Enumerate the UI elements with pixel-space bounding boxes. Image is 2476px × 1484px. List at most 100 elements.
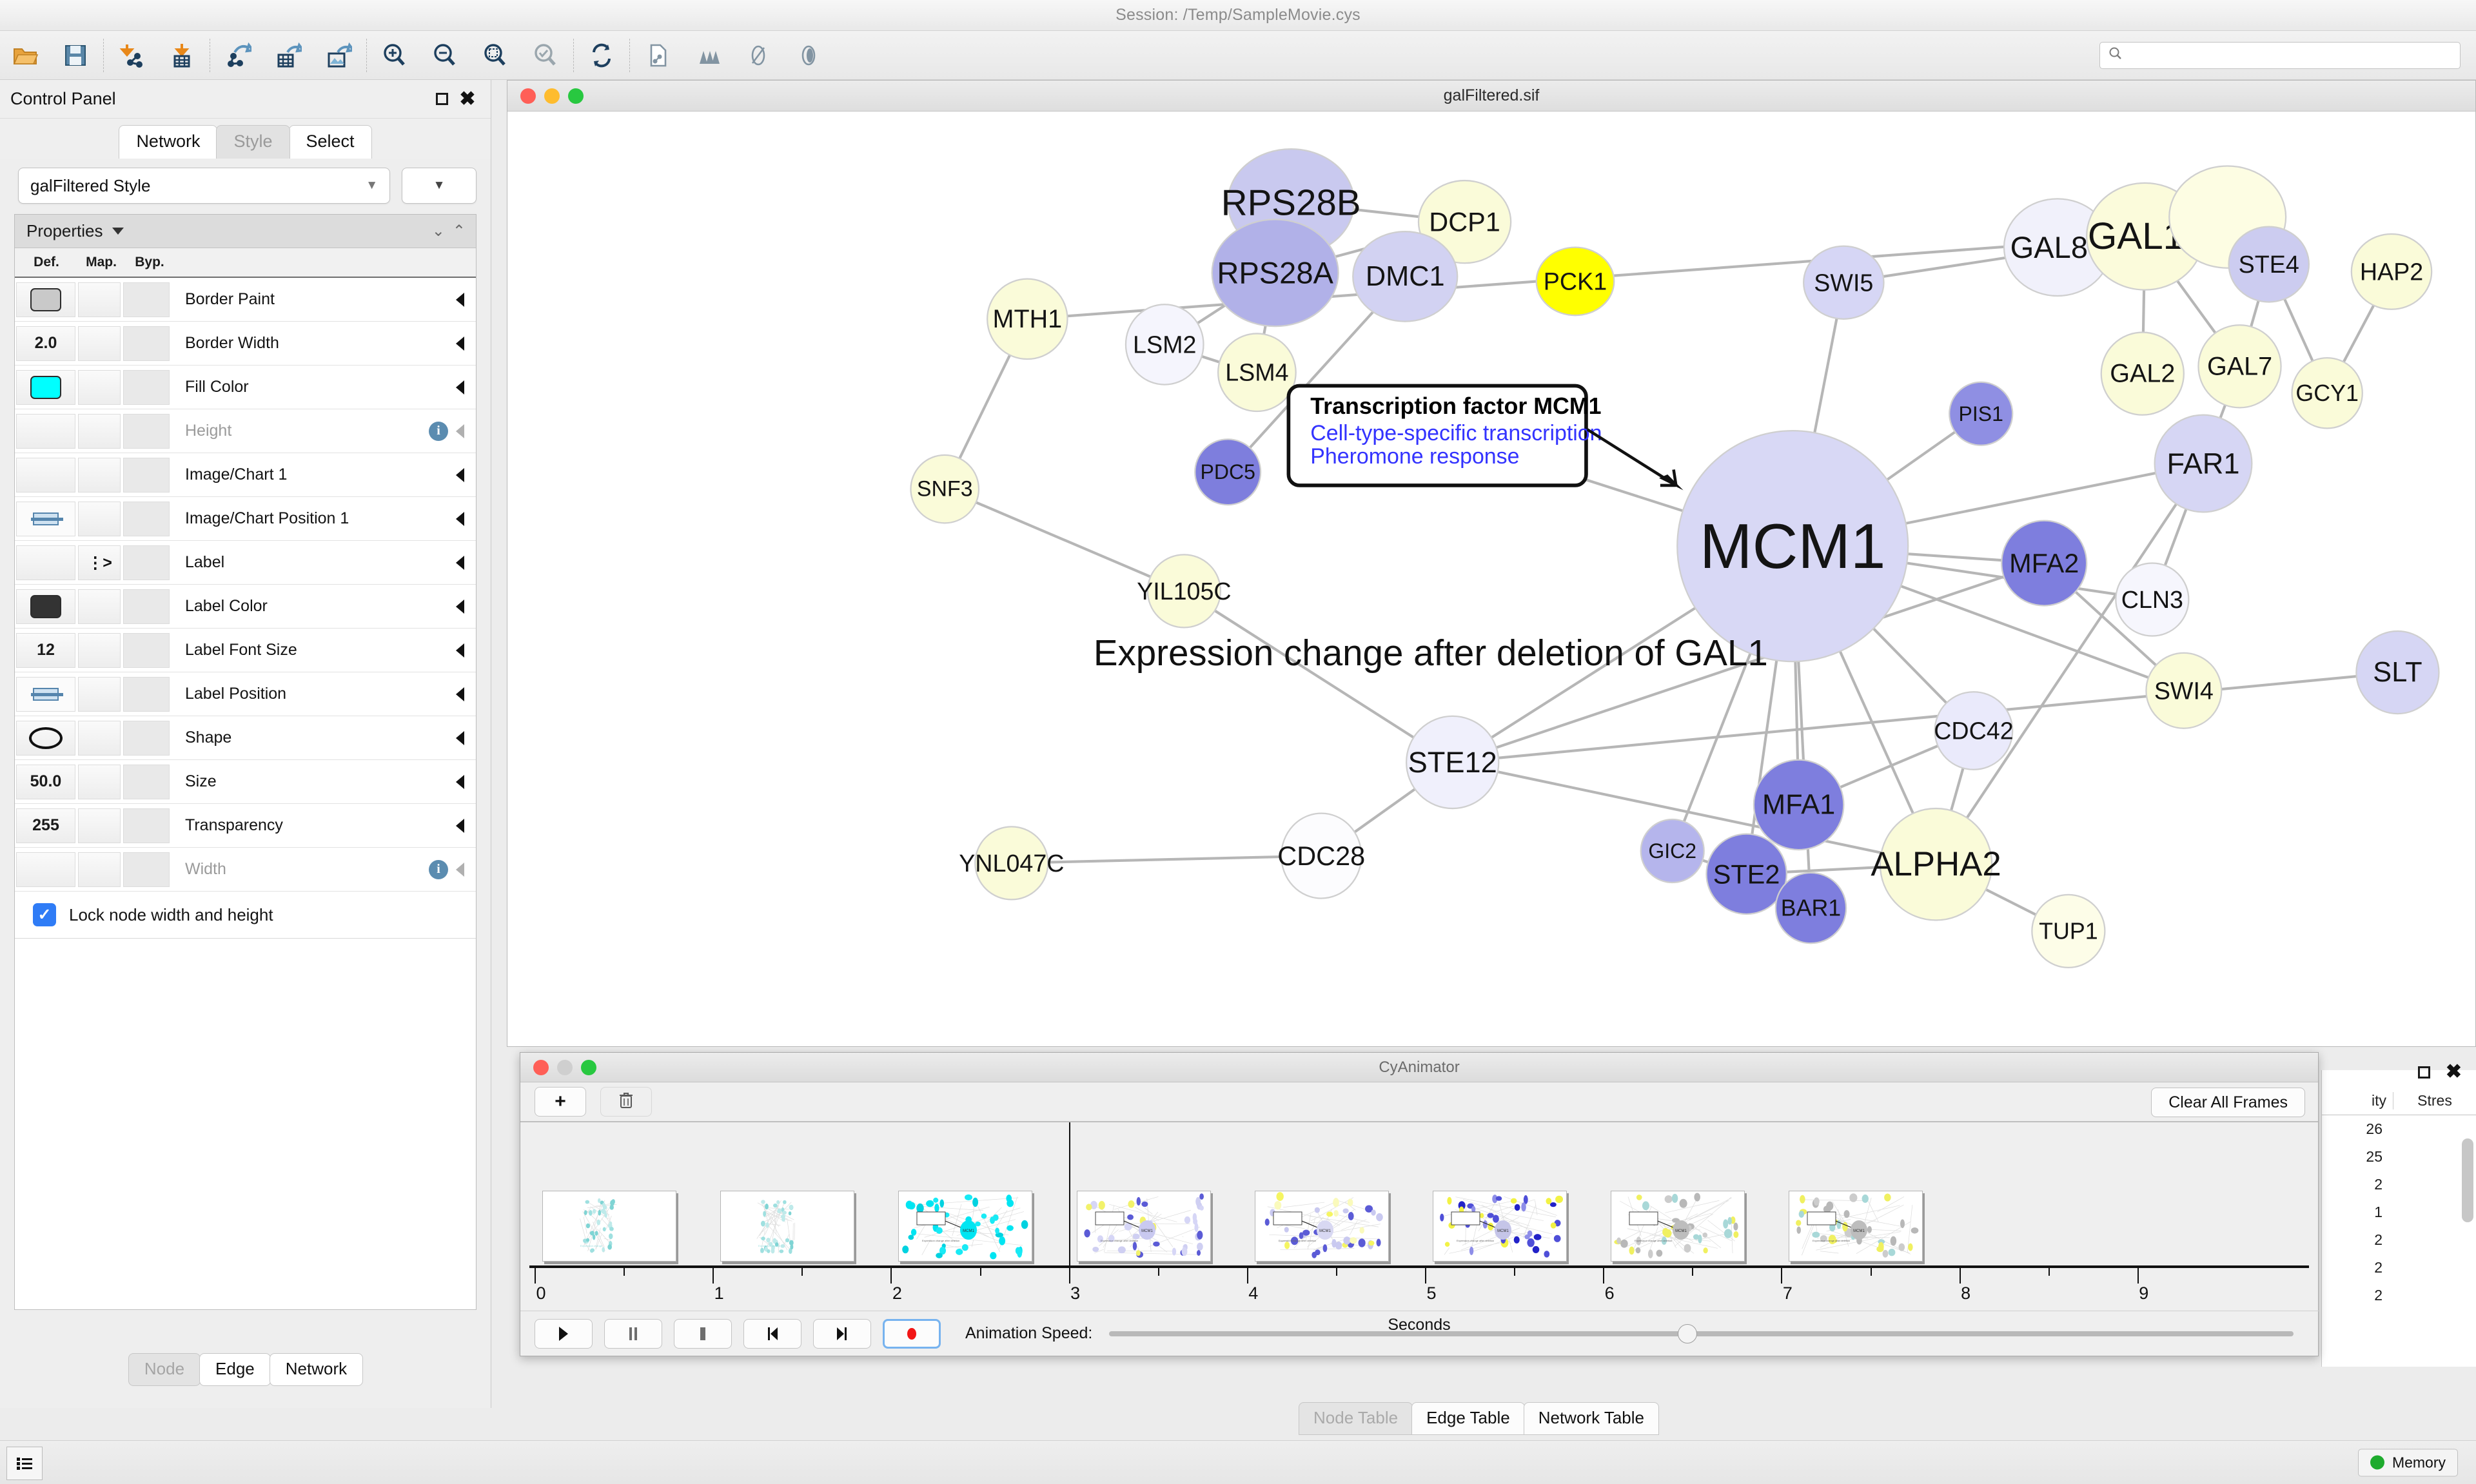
graph-node[interactable]: PCK1 (1535, 246, 1615, 317)
close-window-button[interactable] (533, 1059, 549, 1075)
property-default-cell[interactable]: 50.0 (16, 764, 75, 799)
clear-all-frames-button[interactable]: Clear All Frames (2151, 1088, 2305, 1117)
property-row[interactable]: 255 Transparency (15, 804, 476, 848)
timeline-frame[interactable]: Expression change (720, 1191, 855, 1262)
table-row[interactable]: 25 (2322, 1143, 2476, 1171)
timeline-frame[interactable]: MCM1 Expression change after deletion (1076, 1191, 1211, 1262)
pause-button[interactable] (604, 1318, 662, 1349)
timeline-frame[interactable]: Expression change (542, 1191, 676, 1262)
graph-node[interactable]: YNL047C (959, 826, 1064, 901)
graph-node[interactable]: YIL105C (1137, 554, 1232, 629)
graph-node[interactable]: GAL2 (2100, 331, 2185, 416)
graph-node[interactable]: STE12 (1405, 715, 1500, 810)
graph-node[interactable]: GCY1 (2291, 356, 2363, 429)
graph-node[interactable]: CDC42 (1934, 691, 2014, 770)
timeline-frame[interactable]: MCM1 Expression change after deletion (898, 1191, 1033, 1262)
zoom-in-icon[interactable] (369, 31, 420, 80)
property-mapping-cell[interactable] (78, 720, 121, 756)
property-mapping-cell[interactable] (78, 501, 121, 536)
graph-node[interactable]: DMC1 (1352, 231, 1459, 322)
property-bypass-cell[interactable] (123, 413, 170, 449)
expand-property-icon[interactable] (456, 380, 464, 395)
chevron-down-icon[interactable] (112, 228, 124, 235)
style-options-menu-button[interactable]: ▼ (402, 168, 477, 204)
graph-node[interactable]: TUP1 (2031, 893, 2106, 968)
zoom-out-icon[interactable] (420, 31, 470, 80)
export-image-icon[interactable] (313, 31, 364, 80)
property-row[interactable]: Label Color (15, 585, 476, 629)
property-mapping-cell[interactable] (78, 282, 121, 317)
property-mapping-cell[interactable] (78, 852, 121, 887)
property-mapping-cell[interactable] (78, 369, 121, 405)
graph-node[interactable]: BAR1 (1774, 872, 1847, 944)
property-mapping-cell[interactable] (78, 764, 121, 799)
graph-edge[interactable] (944, 487, 1185, 592)
expand-property-icon[interactable] (456, 774, 464, 789)
property-mapping-cell[interactable] (78, 589, 121, 624)
export-network-icon[interactable] (213, 31, 263, 80)
property-row[interactable]: Border Paint (15, 278, 476, 322)
property-default-cell[interactable] (16, 413, 75, 449)
window-traffic-lights[interactable] (507, 88, 584, 104)
graph-node[interactable]: ALPHA2 (1871, 807, 2001, 921)
graph-edge[interactable] (1183, 590, 1453, 764)
style-dropdown[interactable]: galFiltered Style ▼ (18, 168, 390, 204)
property-row[interactable]: 12 Label Font Size (15, 629, 476, 672)
property-bypass-cell[interactable] (123, 457, 170, 493)
property-bypass-cell[interactable] (123, 852, 170, 887)
graph-node[interactable]: SWI4 (2145, 652, 2223, 729)
property-mapping-cell[interactable] (78, 326, 121, 361)
graph-node[interactable]: GAL80 (2003, 198, 2112, 297)
expand-property-icon[interactable] (456, 292, 464, 307)
table-scrollbar[interactable] (2462, 1138, 2473, 1222)
lock-node-size-checkbox[interactable]: ✓ (33, 903, 56, 926)
property-mapping-cell[interactable] (78, 457, 121, 493)
minimize-window-button[interactable] (557, 1059, 573, 1075)
graph-node[interactable]: PIS1 (1949, 381, 2014, 446)
property-bypass-cell[interactable] (123, 326, 170, 361)
stop-button[interactable] (674, 1318, 732, 1349)
tab-edge-table[interactable]: Edge Table (1411, 1402, 1525, 1435)
graph-node[interactable]: MFA1 (1753, 759, 1845, 851)
property-default-cell[interactable] (16, 369, 75, 405)
property-row[interactable]: Width i (15, 848, 476, 892)
property-row[interactable]: Shape (15, 716, 476, 760)
graph-edge[interactable] (1452, 561, 2045, 764)
animation-speed-slider[interactable] (1109, 1323, 2294, 1343)
graph-edge[interactable] (1011, 854, 1322, 864)
property-row[interactable]: Height i (15, 409, 476, 453)
property-bypass-cell[interactable] (123, 369, 170, 405)
save-icon[interactable] (50, 31, 101, 80)
color-swatch[interactable] (30, 375, 61, 399)
graph-node[interactable]: SNF3 (910, 454, 980, 524)
toggle-control-panel-button[interactable] (6, 1447, 43, 1480)
next-frame-button[interactable] (813, 1318, 871, 1349)
table-row[interactable]: 2 (2322, 1171, 2476, 1198)
hide-selected-icon[interactable] (733, 31, 783, 80)
info-icon[interactable]: i (429, 421, 448, 441)
property-default-cell[interactable]: 255 (16, 808, 75, 843)
tab-node-table[interactable]: Node Table (1299, 1402, 1413, 1435)
property-row[interactable]: Fill Color (15, 366, 476, 409)
property-default-cell[interactable] (16, 852, 75, 887)
play-button[interactable] (535, 1318, 593, 1349)
table-row[interactable]: 2 (2322, 1226, 2476, 1254)
expand-property-icon[interactable] (456, 730, 464, 745)
show-all-icon[interactable] (783, 31, 834, 80)
graph-node[interactable]: SWI5 (1803, 245, 1885, 320)
new-network-icon[interactable] (633, 31, 683, 80)
expand-property-icon[interactable] (456, 424, 464, 438)
color-swatch[interactable] (30, 288, 61, 311)
expand-property-icon[interactable] (456, 643, 464, 658)
property-default-cell[interactable] (16, 282, 75, 317)
zoom-fit-selected-icon[interactable] (470, 31, 520, 80)
previous-frame-button[interactable] (743, 1318, 801, 1349)
network-canvas[interactable]: RPS28B DCP1 RPS28A DMC1 PCK1 SWI5 GAL80 GAL11 ST… (507, 112, 2475, 1046)
color-swatch[interactable] (30, 594, 61, 618)
tab-network-table[interactable]: Network Table (1523, 1402, 1659, 1435)
timeline-playhead[interactable] (1068, 1122, 1070, 1265)
float-table-button[interactable] (2417, 1066, 2430, 1079)
expand-property-icon[interactable] (456, 511, 464, 526)
graph-node[interactable]: CDC28 (1277, 812, 1365, 899)
property-default-cell[interactable] (16, 501, 75, 536)
